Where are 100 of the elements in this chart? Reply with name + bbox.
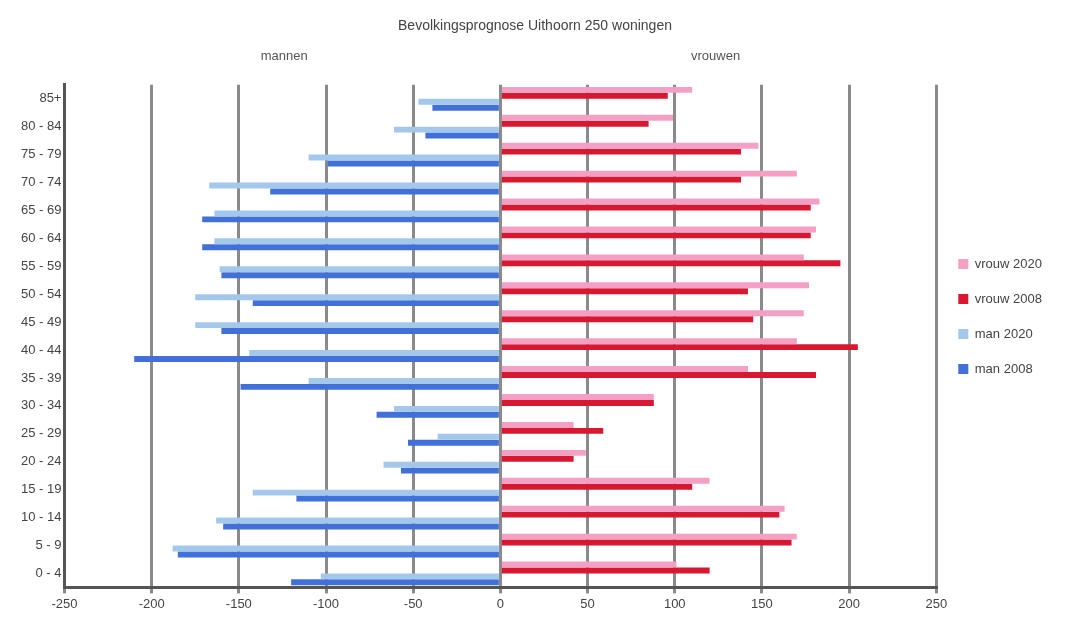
bar: [216, 517, 499, 524]
y-tick-label: 25 - 29: [20, 425, 62, 441]
bar: [501, 282, 810, 289]
legend-label: vrouw 2020: [974, 255, 1043, 271]
bar: [501, 338, 797, 345]
x-tick-label: -200: [138, 595, 165, 611]
bar: [214, 210, 499, 217]
bar: [501, 170, 797, 177]
bar: [177, 551, 499, 558]
bar: [501, 366, 748, 373]
bar: [291, 579, 499, 586]
bar: [270, 188, 499, 195]
bar: [407, 439, 499, 446]
text: mannen: [260, 47, 308, 63]
x-tick-label: 50: [580, 595, 595, 611]
bar: [202, 244, 499, 251]
y-tick-label: 40 - 44: [20, 341, 62, 357]
y-tick-label: 10 - 14: [20, 509, 62, 525]
x-tick-label: -100: [313, 595, 340, 611]
bar: [501, 148, 741, 155]
bar: [296, 495, 499, 502]
y-tick-label: 35 - 39: [20, 369, 62, 385]
bar: [308, 377, 499, 384]
x-tick-label: 200: [838, 595, 860, 611]
bar: [501, 288, 748, 295]
y-tick-label: 55 - 59: [20, 257, 62, 273]
bar: [501, 86, 693, 93]
bar: [221, 272, 499, 279]
bar: [501, 449, 586, 456]
legend-label: man 2020: [974, 325, 1033, 341]
bar: [501, 198, 820, 205]
y-tick-label: 5 - 9: [35, 537, 62, 553]
bar: [501, 120, 649, 127]
y-tick-label: 0 - 4: [35, 565, 62, 581]
bar: [501, 421, 574, 428]
bar: [501, 232, 811, 239]
x-tick-label: 0: [496, 595, 504, 611]
bar: [394, 405, 499, 412]
bar: [252, 300, 499, 307]
bar: [501, 316, 754, 323]
y-tick-label: 75 - 79: [20, 146, 62, 162]
bar: [501, 511, 780, 518]
bar: [501, 455, 574, 462]
bar: [501, 477, 710, 484]
y-tick-label: 20 - 24: [20, 453, 62, 469]
bar: [425, 132, 499, 139]
bar: [501, 505, 785, 512]
legend-label: vrouw 2008: [974, 290, 1043, 306]
y-tick-label: 70 - 74: [20, 174, 62, 190]
x-tick-label: -50: [403, 595, 423, 611]
bar: [501, 427, 604, 434]
bar: [501, 310, 804, 317]
bar: [418, 98, 499, 105]
bar: [501, 539, 792, 546]
bar: [501, 92, 668, 99]
y-tick-label: 85+: [39, 90, 62, 106]
bar: [221, 328, 499, 335]
bar: [376, 411, 499, 418]
bar: [501, 142, 759, 149]
bar: [432, 104, 499, 111]
bar: [501, 344, 858, 351]
y-tick-label: 60 - 64: [20, 229, 62, 245]
y-tick-label: 65 - 69: [20, 202, 62, 218]
bar: [501, 372, 816, 378]
bar: [501, 561, 677, 568]
bar: [501, 114, 673, 121]
bar: [383, 461, 499, 468]
bar: [501, 399, 654, 406]
bar: [219, 266, 499, 273]
bar: [501, 176, 741, 183]
bar: [252, 489, 499, 496]
bar: [501, 533, 797, 540]
bar: [394, 126, 499, 133]
legend-label: man 2008: [974, 360, 1033, 376]
x-tick-label: -250: [51, 595, 78, 611]
bar: [240, 383, 499, 390]
x-tick-label: -150: [225, 595, 252, 611]
bar: [134, 356, 499, 362]
bar: [437, 433, 499, 440]
y-tick-label: 15 - 19: [20, 481, 62, 497]
bar: [195, 322, 499, 329]
bar: [308, 154, 499, 161]
text: vrouwen: [690, 47, 741, 63]
chart-title: Bevolkingsprognose Uithoorn 250 woningen: [398, 17, 672, 34]
x-tick-label: 100: [663, 595, 686, 611]
bar: [501, 483, 693, 490]
bar: [401, 467, 499, 474]
y-tick-label: 50 - 54: [20, 285, 62, 301]
bar: [501, 260, 841, 267]
x-tick-label: 150: [751, 595, 773, 611]
bar: [501, 394, 654, 400]
y-tick-label: 80 - 84: [20, 118, 62, 134]
x-tick-label: 250: [925, 595, 948, 611]
y-tick-label: 45 - 49: [20, 313, 62, 329]
bar: [501, 254, 804, 261]
bar: [214, 238, 499, 245]
y-tick-label: 30 - 34: [20, 397, 62, 413]
bar: [202, 216, 499, 223]
bar: [249, 350, 499, 356]
bar: [195, 294, 499, 301]
